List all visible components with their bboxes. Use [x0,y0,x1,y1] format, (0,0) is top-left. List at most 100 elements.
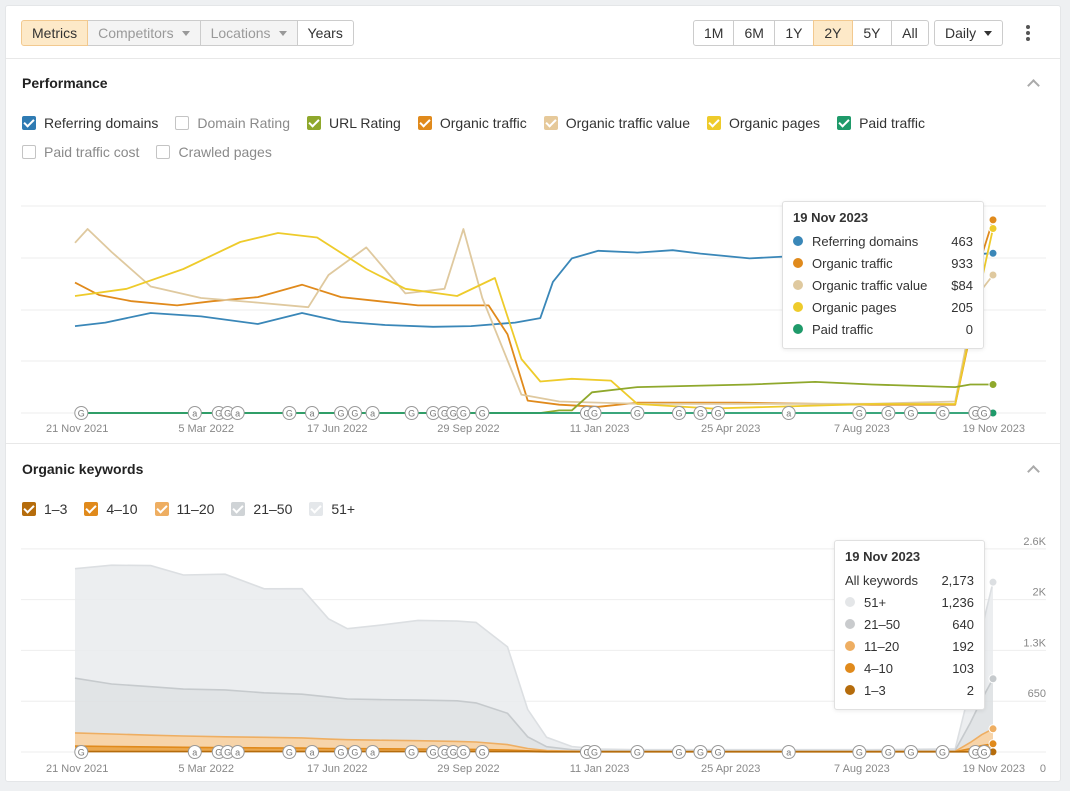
marker-label: G [408,409,415,419]
google-update-marker[interactable]: G [475,406,490,420]
tab-metrics[interactable]: Metrics [21,20,89,46]
tab-years[interactable]: Years [296,20,354,46]
legend-toggle-organic-traffic[interactable]: Organic traffic [417,115,527,131]
legend-toggle-21-50[interactable]: 21–50 [231,501,292,517]
google-update-marker[interactable]: G [672,745,687,759]
tooltip-row-label: Organic traffic [812,255,893,271]
range-1m-button[interactable]: 1M [693,20,735,46]
series-dot-icon [845,597,855,607]
legend-toggle-51[interactable]: 51+ [309,501,355,517]
google-update-marker[interactable]: G [282,406,297,420]
checkbox-icon[interactable] [22,145,36,159]
ahrefs-update-marker[interactable]: a [305,745,320,759]
google-update-marker[interactable]: G [74,745,89,759]
google-update-marker[interactable]: G [347,406,362,420]
google-update-marker[interactable]: G [404,745,419,759]
google-update-marker[interactable]: G [935,745,950,759]
checkbox-icon[interactable] [307,116,321,130]
ahrefs-update-marker[interactable]: a [781,745,796,759]
google-update-marker[interactable]: G [672,406,687,420]
range-6m-button[interactable]: 6M [733,20,775,46]
performance-legend: Referring domains Domain Rating URL Rating… [22,115,1052,160]
checkbox-icon[interactable] [837,116,852,130]
google-update-marker[interactable]: G [693,406,708,420]
checkbox-icon[interactable] [175,116,190,130]
interval-select[interactable]: Daily [934,20,1004,46]
google-update-marker[interactable]: G [881,745,896,759]
ahrefs-update-marker[interactable]: a [365,406,380,420]
legend-toggle-domain-rating[interactable]: Domain Rating [175,115,290,131]
google-update-marker[interactable]: G [630,406,645,420]
ahrefs-update-marker[interactable]: a [305,406,320,420]
legend-toggle-organic-traffic-value[interactable]: Organic traffic value [543,115,690,131]
google-update-marker[interactable]: G [711,406,726,420]
range-all-button[interactable]: All [890,20,929,46]
google-update-marker[interactable]: G [904,406,919,420]
marker-label: G [430,409,437,419]
more-options-icon[interactable] [1026,25,1030,41]
legend-toggle-1-3[interactable]: 1–3 [22,501,67,517]
ahrefs-update-marker[interactable]: a [187,745,202,759]
google-update-marker[interactable]: G [852,745,867,759]
google-update-marker[interactable]: G [977,406,992,420]
google-update-marker[interactable]: G [977,745,992,759]
legend-toggle-crawled-pages[interactable]: Crawled pages [156,144,272,160]
ahrefs-update-marker[interactable]: a [365,745,380,759]
legend-toggle-4-10[interactable]: 4–10 [84,501,138,517]
x-tick-label: 21 Nov 2021 [46,423,108,435]
ahrefs-update-marker[interactable]: a [187,406,202,420]
legend-toggle-paid-traffic-cost[interactable]: Paid traffic cost [22,144,139,160]
google-update-marker[interactable]: G [74,406,89,420]
ahrefs-update-marker[interactable]: a [781,406,796,420]
keywords-legend: 1–3 4–10 11–20 21–50 51+ [22,501,1052,517]
checkbox-icon[interactable] [154,502,169,516]
range-2y-button[interactable]: 2Y [812,20,853,46]
google-update-marker[interactable]: G [904,745,919,759]
checkbox-icon[interactable] [156,145,171,159]
google-update-marker[interactable]: G [711,745,726,759]
checkbox-icon[interactable] [543,116,558,130]
tooltip-row: Paid traffic 0 [793,318,973,340]
range-1y-button[interactable]: 1Y [773,20,814,46]
legend-toggle-referring-domains[interactable]: Referring domains [22,115,158,131]
ahrefs-update-marker[interactable]: a [230,406,245,420]
legend-toggle-url-rating[interactable]: URL Rating [307,115,401,131]
legend-toggle-organic-pages[interactable]: Organic pages [707,115,820,131]
checkbox-icon[interactable] [309,502,324,516]
google-update-marker[interactable]: G [282,745,297,759]
google-update-marker[interactable]: G [587,406,602,420]
collapse-performance-icon[interactable] [1027,79,1040,92]
marker-label: G [286,409,293,419]
google-update-marker[interactable]: G [334,745,349,759]
legend-toggle-11-20[interactable]: 11–20 [154,501,214,517]
checkbox-icon[interactable] [707,116,721,130]
google-update-marker[interactable]: G [587,745,602,759]
tooltip-row-value: 2 [966,682,974,698]
google-update-marker[interactable]: G [630,745,645,759]
range-5y-button[interactable]: 5Y [851,20,892,46]
google-update-marker[interactable]: G [404,406,419,420]
google-update-marker[interactable]: G [852,406,867,420]
checkbox-icon[interactable] [231,502,246,516]
google-update-marker[interactable]: G [456,406,471,420]
checkbox-icon[interactable] [22,502,36,516]
google-update-marker[interactable]: G [935,406,950,420]
toolbar: Metrics Competitors Locations Years 1M 6M 1Y 2… [6,6,1060,59]
tooltip-row-value: 1,236 [941,594,974,610]
x-tick-label: 21 Nov 2021 [46,763,108,775]
checkbox-icon[interactable] [84,502,99,516]
tab-competitors[interactable]: Competitors [87,20,201,46]
google-update-marker[interactable]: G [334,406,349,420]
google-update-marker[interactable]: G [475,745,490,759]
checkbox-icon[interactable] [22,116,36,130]
tooltip-row-label: 1–3 [864,682,886,698]
legend-toggle-paid-traffic[interactable]: Paid traffic [837,115,925,131]
collapse-keywords-icon[interactable] [1027,465,1040,478]
checkbox-icon[interactable] [417,116,432,130]
google-update-marker[interactable]: G [881,406,896,420]
google-update-marker[interactable]: G [456,745,471,759]
google-update-marker[interactable]: G [693,745,708,759]
ahrefs-update-marker[interactable]: a [230,745,245,759]
google-update-marker[interactable]: G [347,745,362,759]
tab-locations[interactable]: Locations [199,20,298,46]
